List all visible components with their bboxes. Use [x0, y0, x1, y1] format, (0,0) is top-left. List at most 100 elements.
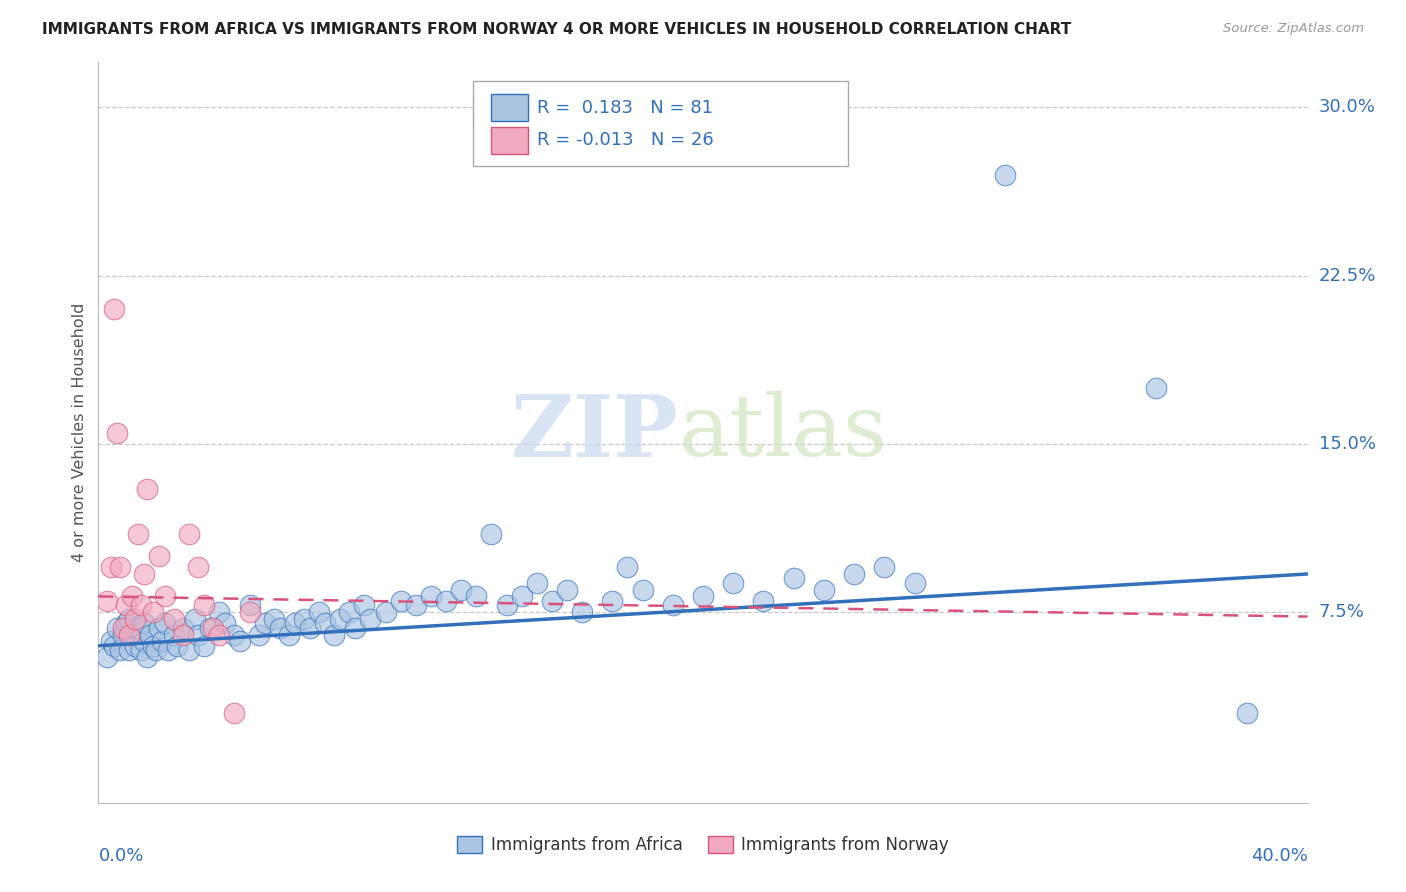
Point	[127, 621, 149, 635]
Point	[783, 571, 806, 585]
Point	[179, 526, 201, 541]
Text: 7.5%: 7.5%	[1319, 603, 1365, 621]
Point	[214, 616, 236, 631]
Point	[148, 621, 170, 635]
Point	[292, 612, 315, 626]
Point	[132, 566, 155, 581]
Text: ZIP: ZIP	[510, 391, 679, 475]
Point	[994, 168, 1017, 182]
Point	[172, 627, 194, 641]
Point	[374, 605, 396, 619]
Point	[200, 621, 222, 635]
FancyBboxPatch shape	[474, 81, 848, 166]
Point	[1144, 381, 1167, 395]
Point	[172, 621, 194, 635]
Point	[118, 627, 141, 641]
Point	[314, 616, 336, 631]
FancyBboxPatch shape	[492, 127, 527, 153]
Point	[239, 599, 262, 613]
Text: 30.0%: 30.0%	[1319, 98, 1375, 116]
Point	[752, 594, 775, 608]
Point	[156, 643, 179, 657]
Point	[229, 634, 252, 648]
Point	[179, 643, 201, 657]
Point	[239, 605, 262, 619]
Point	[434, 594, 457, 608]
Text: atlas: atlas	[679, 391, 889, 475]
Point	[481, 526, 503, 541]
Point	[108, 560, 131, 574]
Point	[163, 612, 186, 626]
Point	[253, 616, 276, 631]
Text: R =  0.183   N = 81: R = 0.183 N = 81	[537, 99, 713, 117]
Point	[96, 594, 118, 608]
Point	[495, 599, 517, 613]
Point	[105, 621, 128, 635]
Point	[337, 605, 360, 619]
Point	[193, 599, 215, 613]
FancyBboxPatch shape	[492, 95, 527, 121]
Point	[132, 634, 155, 648]
Point	[353, 599, 375, 613]
Point	[224, 706, 246, 720]
Point	[135, 482, 157, 496]
Point	[526, 576, 548, 591]
Point	[360, 612, 382, 626]
Point	[105, 425, 128, 440]
Text: 22.5%: 22.5%	[1319, 267, 1376, 285]
Point	[540, 594, 562, 608]
Point	[844, 566, 866, 581]
Point	[100, 634, 122, 648]
Point	[100, 560, 122, 574]
Point	[129, 599, 152, 613]
Point	[602, 594, 624, 608]
Point	[163, 627, 186, 641]
Point	[108, 643, 131, 657]
Point	[208, 627, 231, 641]
Point	[571, 605, 593, 619]
Point	[139, 627, 162, 641]
Point	[420, 590, 443, 604]
Point	[405, 599, 427, 613]
Point	[142, 639, 165, 653]
Y-axis label: 4 or more Vehicles in Household: 4 or more Vehicles in Household	[72, 303, 87, 562]
Point	[1236, 706, 1258, 720]
Text: 40.0%: 40.0%	[1251, 847, 1308, 865]
Point	[103, 639, 125, 653]
Point	[465, 590, 488, 604]
Point	[329, 612, 352, 626]
Point	[277, 627, 299, 641]
Point	[323, 627, 346, 641]
Legend: Immigrants from Africa, Immigrants from Norway: Immigrants from Africa, Immigrants from …	[451, 830, 955, 861]
Point	[121, 590, 143, 604]
Point	[450, 582, 472, 597]
Point	[148, 549, 170, 563]
Point	[124, 639, 146, 653]
Point	[247, 627, 270, 641]
Point	[96, 650, 118, 665]
Point	[299, 621, 322, 635]
Point	[145, 643, 167, 657]
Point	[208, 605, 231, 619]
Point	[723, 576, 745, 591]
Point	[111, 627, 134, 641]
Text: Source: ZipAtlas.com: Source: ZipAtlas.com	[1223, 22, 1364, 36]
Point	[187, 560, 209, 574]
Point	[118, 612, 141, 626]
Point	[263, 612, 285, 626]
Point	[873, 560, 896, 574]
Point	[114, 616, 136, 631]
Point	[135, 650, 157, 665]
Point	[150, 634, 173, 648]
Point	[202, 621, 225, 635]
Text: 15.0%: 15.0%	[1319, 434, 1375, 453]
Point	[111, 621, 134, 635]
Point	[103, 302, 125, 317]
Point	[187, 627, 209, 641]
Point	[132, 616, 155, 631]
Point	[344, 621, 367, 635]
Point	[142, 605, 165, 619]
Point	[193, 639, 215, 653]
Point	[127, 526, 149, 541]
Point	[631, 582, 654, 597]
